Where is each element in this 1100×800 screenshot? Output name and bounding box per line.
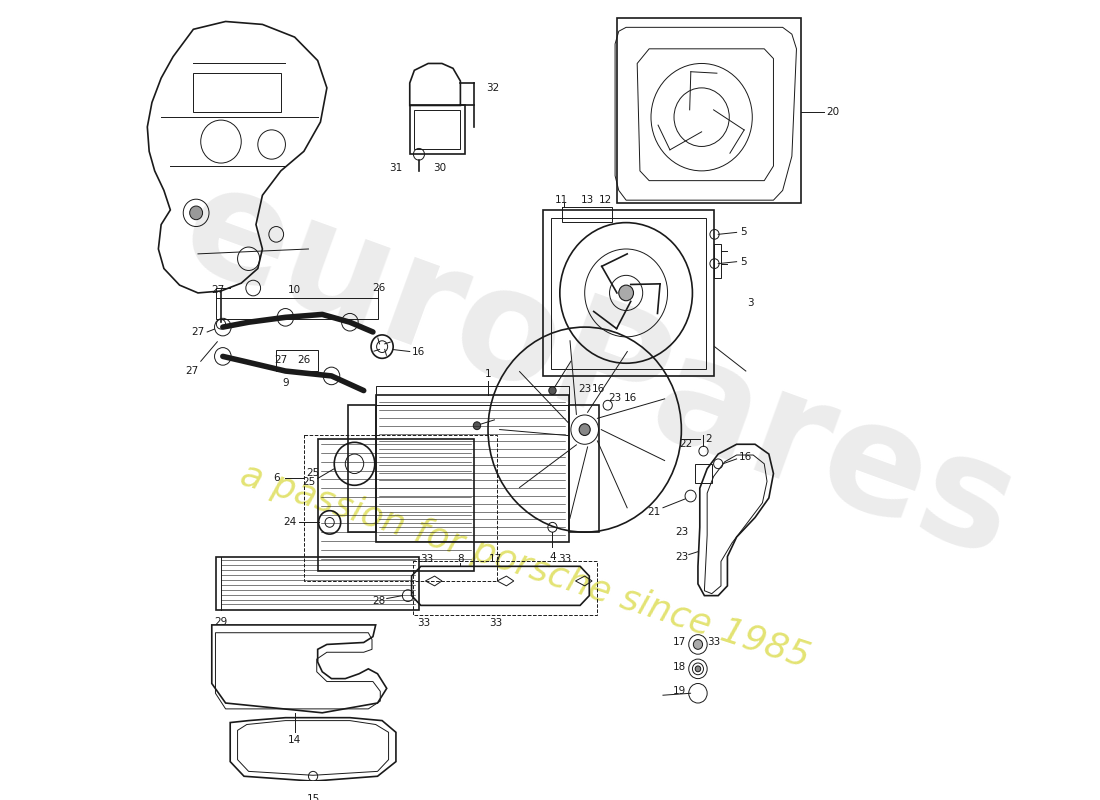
Text: 33: 33	[488, 618, 502, 628]
Text: 28: 28	[373, 597, 386, 606]
Bar	[412, 562, 596, 615]
Text: 27: 27	[274, 355, 287, 366]
Text: a passion for porsche since 1985: a passion for porsche since 1985	[235, 458, 814, 674]
Text: 22: 22	[680, 439, 693, 450]
Text: 33: 33	[420, 554, 433, 563]
Bar	[409, 106, 465, 154]
Text: 33: 33	[558, 554, 571, 563]
Text: 26: 26	[373, 283, 386, 293]
Text: 33: 33	[707, 638, 721, 647]
Text: 19: 19	[673, 686, 686, 696]
Text: 31: 31	[389, 163, 403, 173]
Circle shape	[695, 666, 701, 672]
Bar	[617, 18, 801, 203]
Text: euroPares: euroPares	[163, 152, 1034, 590]
Bar	[569, 406, 598, 532]
Text: 10: 10	[288, 285, 301, 295]
Text: 17: 17	[673, 638, 686, 647]
Text: 17: 17	[488, 554, 502, 563]
Circle shape	[619, 285, 634, 301]
Bar	[562, 207, 613, 222]
Text: 18: 18	[673, 662, 686, 672]
Text: 27: 27	[191, 327, 205, 337]
Text: 5: 5	[740, 257, 747, 266]
Text: 3: 3	[747, 298, 754, 308]
Bar	[217, 557, 419, 610]
Text: 27: 27	[185, 366, 198, 376]
Text: 27: 27	[211, 285, 224, 295]
Text: 8: 8	[458, 554, 464, 563]
Text: 16: 16	[411, 346, 425, 357]
Bar	[217, 298, 377, 319]
Text: 6: 6	[273, 474, 279, 483]
Circle shape	[580, 424, 591, 435]
Text: 33: 33	[417, 618, 430, 628]
Bar	[695, 464, 712, 483]
Text: 32: 32	[486, 83, 499, 93]
Bar	[276, 350, 318, 371]
Text: 1: 1	[485, 369, 492, 379]
Text: 23: 23	[674, 527, 688, 537]
Bar	[318, 439, 474, 571]
Text: 25: 25	[307, 467, 320, 478]
Text: 20: 20	[827, 107, 840, 118]
Text: 23: 23	[674, 551, 688, 562]
Bar	[415, 110, 461, 150]
Bar	[543, 210, 714, 376]
Bar	[376, 395, 569, 542]
Bar	[714, 244, 720, 278]
Circle shape	[473, 422, 481, 430]
Bar	[376, 386, 569, 406]
Text: 5: 5	[740, 227, 747, 238]
Bar	[304, 434, 497, 581]
Text: 16: 16	[592, 384, 605, 394]
Text: 24: 24	[284, 518, 297, 527]
Bar	[194, 74, 280, 112]
Text: 15: 15	[307, 794, 320, 800]
Text: 12: 12	[600, 195, 613, 205]
Text: 23: 23	[608, 394, 622, 403]
Text: 30: 30	[433, 163, 447, 173]
Circle shape	[693, 639, 703, 650]
Text: 2: 2	[706, 434, 713, 444]
Text: 23: 23	[579, 384, 592, 394]
Text: 29: 29	[214, 617, 228, 627]
Text: 16: 16	[739, 452, 752, 462]
Circle shape	[549, 386, 557, 394]
Bar	[348, 406, 376, 532]
Text: 9: 9	[282, 378, 289, 388]
Text: 13: 13	[581, 195, 594, 205]
Bar	[551, 218, 706, 369]
Text: 14: 14	[288, 735, 301, 745]
Circle shape	[189, 206, 202, 220]
Text: 21: 21	[647, 506, 660, 517]
Text: 11: 11	[556, 195, 569, 205]
Text: 4: 4	[549, 551, 556, 562]
Text: 16: 16	[624, 394, 637, 403]
Text: 25: 25	[301, 478, 315, 487]
Text: 26: 26	[297, 355, 310, 366]
